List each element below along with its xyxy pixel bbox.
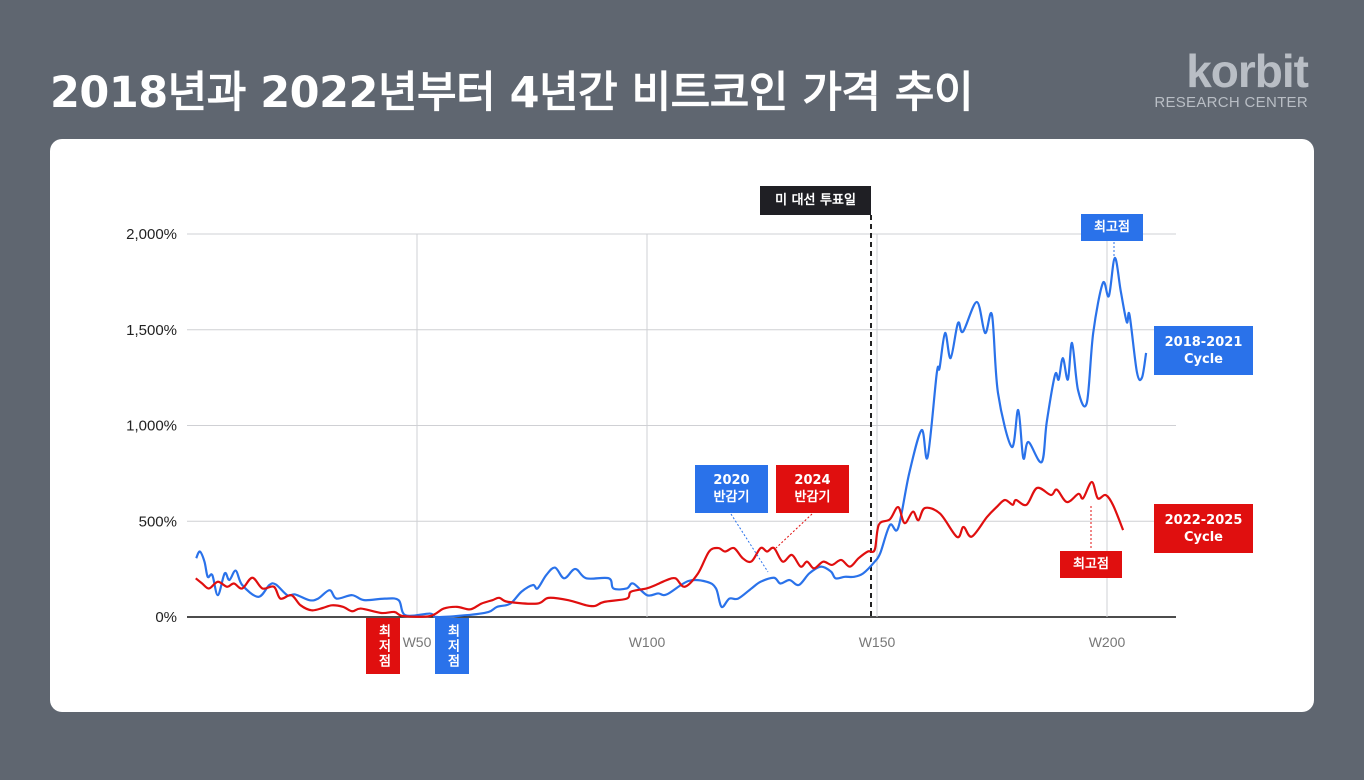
legend-2022-2025: 2022-2025 Cycle — [1154, 504, 1253, 553]
halving-2024-label: 2024 반감기 — [776, 465, 849, 513]
series-line-2022-2025-cycle — [195, 480, 1125, 618]
series-lines — [195, 256, 1148, 619]
halving-2024-arrow — [775, 513, 813, 549]
x-tick-label: W200 — [1089, 634, 1126, 650]
series-line-2018-2021-cycle — [195, 256, 1148, 619]
x-tick-label: W50 — [403, 634, 432, 650]
korbit-logo: korbit RESEARCH CENTER — [1154, 45, 1309, 111]
axis-ticks: 2,000% 1,500% 1,000% 500% 0% W50 W100 W150 W200 — [126, 226, 1125, 650]
logo-sub: RESEARCH CENTER — [1154, 94, 1308, 111]
peak-2018-label: 최고점 — [1081, 214, 1143, 241]
low-2022-label: 최저점 — [366, 618, 400, 674]
y-tick-label: 1,500% — [126, 322, 177, 339]
election-label: 미 대선 투표일 — [760, 186, 871, 215]
page-title: 2018년과 2022년부터 4년간 비트코인 가격 추이 — [50, 68, 974, 118]
grid — [187, 233, 1176, 618]
x-tick-label: W150 — [859, 634, 896, 650]
x-tick-label: W100 — [629, 634, 666, 650]
halving-2020-label: 2020 반감기 — [695, 465, 768, 513]
peak-2022-label: 최고점 — [1060, 551, 1122, 578]
y-tick-label: 500% — [139, 513, 177, 530]
halving-2020-arrow — [730, 513, 769, 573]
y-tick-label: 0% — [155, 609, 177, 626]
logo-brand: korbit — [1186, 45, 1309, 97]
annotation-arrows — [730, 242, 1115, 573]
legend-2018-2021: 2018-2021 Cycle — [1154, 326, 1253, 375]
y-tick-label: 2,000% — [126, 226, 177, 243]
y-tick-label: 1,000% — [126, 418, 177, 435]
low-2018-label: 최저점 — [435, 618, 469, 674]
